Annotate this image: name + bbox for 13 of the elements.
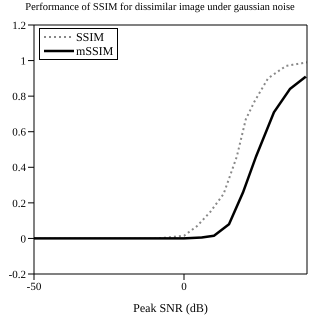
x-tick-label: -50 xyxy=(26,280,42,293)
y-tick-label: 0.4 xyxy=(12,162,26,174)
y-tick-label: -0.2 xyxy=(8,268,26,281)
y-tick-label: 1 xyxy=(20,55,26,68)
y-tick-label: 0.8 xyxy=(12,91,26,104)
y-tick-label: 0.6 xyxy=(12,126,26,139)
y-tick-label: 0 xyxy=(20,233,26,246)
legend-label: SSIM xyxy=(76,30,104,44)
x-axis-title: Peak SNR (dB) xyxy=(133,301,208,315)
chart-title: Performance of SSIM for dissimilar image under gaussian noise xyxy=(24,2,296,13)
y-tick-label: 0.2 xyxy=(12,198,26,210)
legend-label: mSSIM xyxy=(76,44,114,58)
y-tick-label: 1.2 xyxy=(12,20,26,32)
